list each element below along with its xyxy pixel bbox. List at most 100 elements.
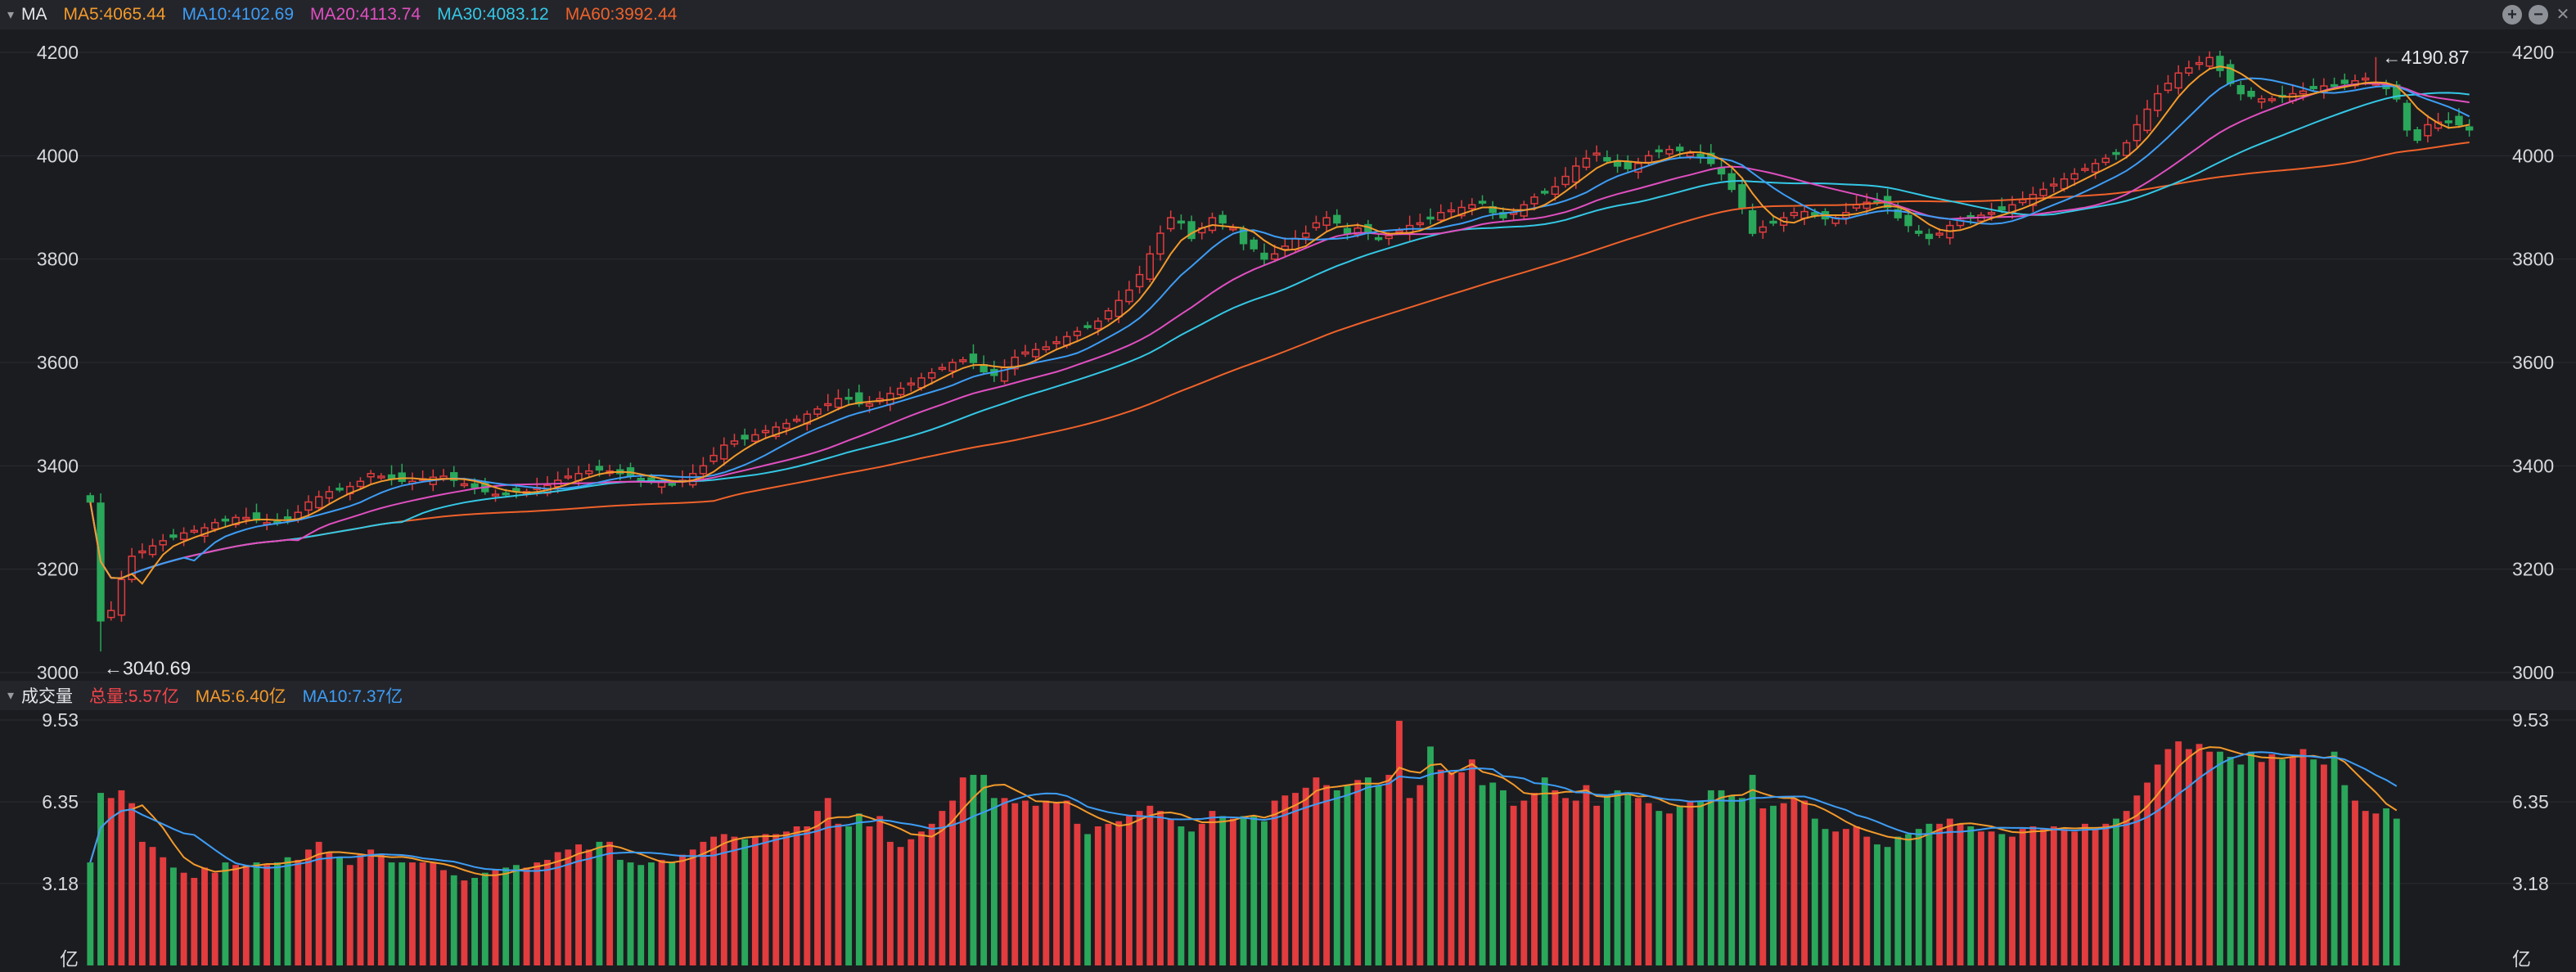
volume-bar	[2217, 751, 2223, 965]
ma30-legend: MA30:4083.12	[437, 5, 549, 24]
candle-body	[148, 545, 157, 556]
volume-bar	[2237, 764, 2245, 965]
close-icon[interactable]: ✕	[2556, 6, 2570, 24]
candle-body	[834, 398, 843, 408]
volume-bar	[2009, 836, 2015, 965]
volume-bar	[1603, 795, 1610, 965]
volume-bar	[835, 823, 842, 965]
volume-bar	[523, 867, 530, 965]
ma5-line	[89, 65, 2470, 585]
volume-bar	[575, 844, 582, 965]
candle-body	[969, 353, 978, 363]
price-tick-label-left: 3800	[37, 249, 79, 270]
candle-body	[709, 454, 718, 462]
volume-bar	[284, 857, 291, 965]
candle-body	[1624, 160, 1632, 169]
price-tick-label-left: 3600	[37, 352, 79, 373]
volume-bar	[1687, 800, 1694, 965]
volume-bar	[273, 862, 281, 965]
volume-bar	[565, 849, 572, 965]
volume-bar	[2144, 782, 2151, 965]
candle-body	[439, 475, 448, 479]
volume-bar	[804, 826, 811, 965]
volume-bar	[399, 862, 406, 965]
candle-body	[1686, 152, 1695, 157]
volume-bar	[326, 852, 333, 965]
volume-bar	[1198, 823, 1205, 965]
volume-bar	[315, 841, 322, 965]
candle-body	[2101, 157, 2110, 164]
volume-bar	[2019, 829, 2026, 965]
candle-body	[1759, 226, 1768, 233]
volume-bar	[1167, 818, 1174, 965]
candle-body	[772, 426, 780, 438]
zoom-in-icon[interactable]: +	[2502, 5, 2522, 25]
candle-body	[2195, 61, 2204, 65]
volume-bar	[824, 798, 831, 965]
candle-body	[2019, 199, 2027, 204]
candle-body	[356, 480, 365, 488]
volume-bar	[1178, 826, 1185, 965]
volume-bar	[2352, 800, 2358, 965]
candle-body	[190, 529, 198, 533]
volume-bar	[855, 813, 862, 965]
volume-bar	[2258, 762, 2265, 965]
candle-body	[1115, 299, 1123, 317]
candle-body	[1676, 146, 1684, 151]
vol-ma10-legend: MA10:7.37亿	[302, 687, 403, 706]
candle-body	[2112, 151, 2120, 155]
candle-body	[2299, 90, 2308, 95]
volume-bar	[492, 870, 499, 965]
volume-bar	[1229, 818, 1236, 965]
candle-body	[2070, 173, 2078, 180]
candle-body	[1769, 220, 1777, 224]
volume-bar	[1479, 785, 1486, 965]
ma5-legend: MA5:4065.44	[63, 5, 166, 24]
chevron-down-icon[interactable]: ▾	[7, 689, 15, 703]
candle-body	[2465, 126, 2474, 131]
candle-body	[1478, 200, 1487, 204]
zoom-out-icon[interactable]: −	[2529, 5, 2548, 25]
candle-body	[2309, 86, 2317, 89]
candle-body	[1270, 253, 1279, 260]
candle-body	[1468, 204, 1476, 209]
candle-body	[86, 495, 95, 503]
volume-bar	[1770, 805, 1777, 965]
price-tick-label-left: 3400	[37, 455, 79, 476]
volume-bar	[1957, 823, 1964, 965]
candle-body	[1862, 201, 1871, 209]
price-tick-label-right: 3000	[2512, 662, 2554, 683]
candle-body	[491, 493, 500, 497]
candle-body	[1696, 153, 1705, 158]
volume-bar	[1624, 793, 1632, 965]
volume-bar	[554, 852, 561, 965]
volume-bar	[346, 865, 354, 965]
total-volume-legend: 总量:5.57亿	[89, 687, 179, 706]
chevron-down-icon[interactable]: ▾	[7, 8, 15, 22]
candle-body	[1987, 212, 1996, 215]
volume-bar	[1437, 769, 1444, 965]
high-point-annotation: ←4190.87	[2382, 47, 2469, 68]
price-tick-label-left: 4000	[37, 145, 79, 166]
candle-body	[502, 492, 510, 496]
volume-bar	[1978, 831, 1984, 965]
volume-bar	[1209, 811, 1216, 965]
volume-bar	[388, 862, 395, 965]
price-tick-label-left: 3000	[37, 662, 79, 683]
candle-body	[2081, 168, 2089, 171]
volume-tick-label-right: 3.18	[2512, 873, 2549, 894]
candle-body	[325, 491, 334, 499]
volume-bar	[1583, 785, 1590, 965]
volume-bar	[720, 834, 727, 965]
volume-bar	[2071, 831, 2078, 965]
volume-bar	[1801, 800, 1808, 965]
candle-body	[792, 418, 801, 422]
candle-body	[865, 403, 874, 407]
volume-bar	[1822, 829, 1829, 965]
volume-bar	[918, 831, 925, 965]
candle-body	[1021, 351, 1029, 355]
candle-body	[2236, 84, 2245, 95]
volume-bar	[1375, 785, 1382, 965]
candle-body	[1333, 214, 1341, 224]
candle-body	[803, 413, 812, 425]
